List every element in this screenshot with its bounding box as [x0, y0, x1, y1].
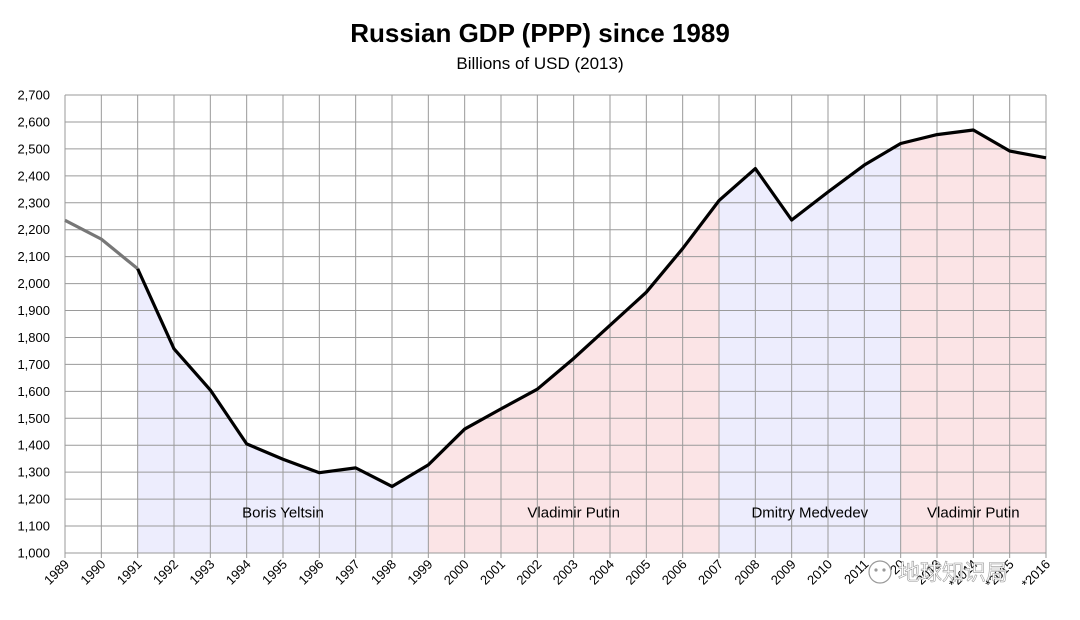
era-label-1: Vladimir Putin [527, 505, 620, 522]
x-tick-label: 2007 [695, 557, 726, 588]
gdp-line [64, 128, 1047, 489]
x-tick-label: 2006 [659, 557, 690, 588]
x-tick-label: 1989 [41, 557, 72, 588]
era-label-3: Vladimir Putin [927, 505, 1020, 522]
era-area-2 [719, 143, 901, 553]
x-tick-label: 1994 [223, 557, 254, 588]
x-tick-label: 2010 [804, 557, 835, 588]
y-tick-label: 1,900 [17, 303, 50, 318]
y-tick-label: 1,600 [17, 384, 50, 399]
era-labels: Boris Yeltsin Vladimir Putin Dmitry Medved… [242, 505, 1019, 522]
y-tick-label: 2,500 [17, 141, 50, 156]
chart-title: Russian GDP (PPP) since 1989 [350, 18, 730, 48]
era-label-2: Dmitry Medvedev [751, 505, 868, 522]
x-tick-label: 1996 [295, 557, 326, 588]
series-line-segment-main [136, 128, 1047, 489]
y-tick-label: 2,100 [17, 249, 50, 264]
y-tick-label: 2,700 [17, 88, 50, 103]
watermark: 地球知识局 [868, 560, 1008, 586]
grid-lines [64, 94, 1047, 558]
x-tick-label: 1993 [186, 557, 217, 588]
series-line-segment-early [64, 218, 139, 271]
x-tick-label: 1992 [150, 557, 181, 588]
y-tick-label: 2,300 [17, 195, 50, 210]
era-label-0: Boris Yeltsin [242, 505, 324, 522]
x-tick-label: 2008 [731, 557, 762, 588]
wechat-icon [868, 560, 892, 584]
y-tick-label: 1,200 [17, 492, 50, 507]
x-tick-label: *2016 [1018, 557, 1053, 592]
y-tick-label: 2,600 [17, 114, 50, 129]
x-tick-label: 2004 [586, 557, 617, 588]
y-tick-label: 1,100 [17, 519, 50, 534]
x-tick-label: 1999 [404, 557, 435, 588]
x-tick-label: 2011 [841, 557, 871, 587]
x-tick-label: 2000 [441, 557, 472, 588]
x-tick-label: 2003 [550, 557, 581, 588]
x-tick-label: 1990 [77, 557, 108, 588]
x-tick-label: 1997 [332, 557, 363, 588]
chart-subtitle: Billions of USD (2013) [456, 54, 623, 73]
y-tick-label: 2,400 [17, 168, 50, 183]
x-tick-label: 1995 [259, 557, 290, 588]
y-tick-label: 1,000 [17, 546, 50, 561]
y-tick-label: 1,500 [17, 411, 50, 426]
x-tick-label: 2002 [513, 557, 544, 588]
y-tick-label: 2,200 [17, 222, 50, 237]
x-tick-label: 1991 [114, 557, 145, 588]
x-tick-label: 1998 [368, 557, 399, 588]
y-tick-label: 1,800 [17, 330, 50, 345]
y-tick-label: 2,000 [17, 276, 50, 291]
y-tick-label: 1,400 [17, 438, 50, 453]
watermark-text: 地球知识局 [898, 561, 1008, 586]
x-tick-label: 2009 [768, 557, 799, 588]
y-axis-tick-labels: 1,000 1,100 1,200 1,300 1,400 1,500 1,600 1,700… [17, 88, 50, 561]
y-tick-label: 1,700 [17, 357, 50, 372]
x-tick-label: 2005 [622, 557, 653, 588]
x-tick-label: 2001 [477, 557, 508, 588]
y-tick-label: 1,300 [17, 465, 50, 480]
